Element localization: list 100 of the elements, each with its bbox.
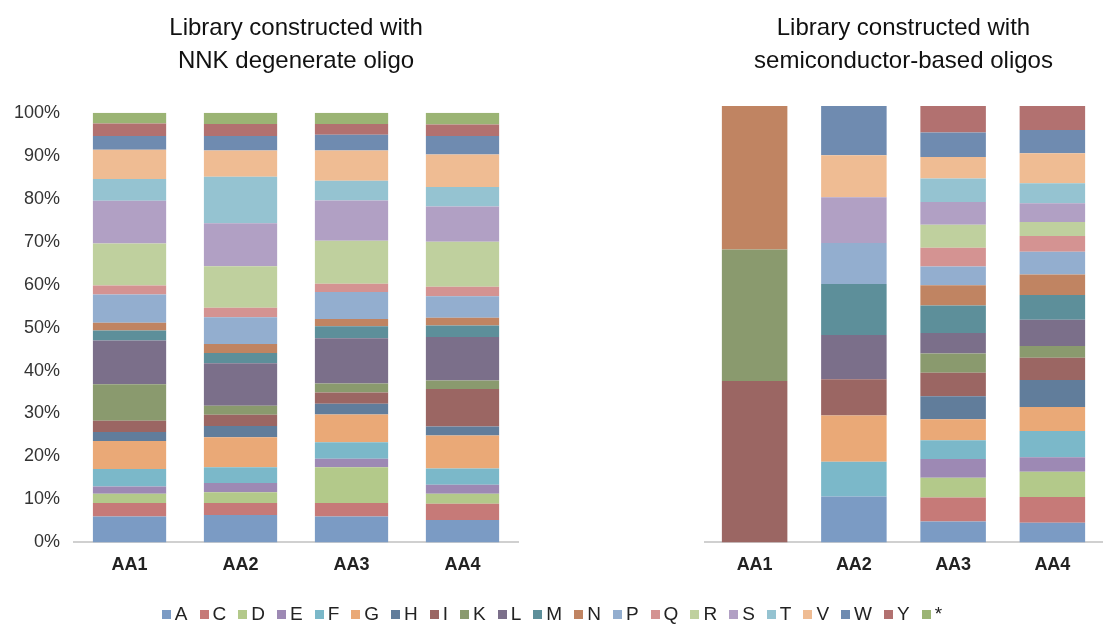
chart-title: Library constructed with NNK degenerate oligo [168, 12, 424, 75]
x-tick-label: AA3 [935, 554, 972, 575]
bar [920, 202, 986, 225]
bar [314, 414, 389, 443]
bar [314, 150, 389, 181]
legend-label: A [174, 603, 188, 625]
bar [920, 353, 986, 373]
bar [203, 414, 278, 426]
bar [821, 415, 887, 462]
legend-label: W [854, 603, 873, 625]
bar [1019, 251, 1086, 275]
bar [203, 483, 278, 493]
x-tick-label: AA4 [1034, 554, 1071, 575]
legend-label: V [816, 603, 830, 625]
bar [92, 330, 167, 341]
bar [203, 492, 278, 503]
legend-label: Q [663, 603, 679, 625]
bar [92, 468, 167, 487]
legend-label: T [779, 603, 792, 625]
bar [920, 419, 986, 441]
legend-label: * [934, 603, 943, 625]
legend-label: R [703, 603, 718, 625]
bar [920, 178, 986, 203]
bar [92, 285, 167, 295]
bar [821, 106, 887, 156]
legend-label: P [625, 603, 639, 625]
bar [920, 521, 986, 543]
bar [314, 338, 389, 384]
bar [821, 379, 887, 416]
bar [1019, 431, 1086, 458]
bar [1019, 497, 1086, 523]
bar [203, 363, 278, 406]
bar [1019, 183, 1086, 204]
y-tick-label: 10% [24, 488, 61, 509]
bar [92, 294, 167, 323]
legend-label: F [327, 603, 340, 625]
bar [92, 431, 167, 442]
bar [821, 461, 887, 497]
y-tick-label: 60% [24, 273, 61, 294]
bar [92, 322, 167, 331]
bar [203, 514, 278, 543]
bar [92, 243, 167, 286]
bar [203, 176, 278, 224]
legend-label: N [587, 603, 601, 625]
bar [425, 124, 500, 136]
bar [92, 112, 167, 124]
bar [92, 200, 167, 244]
y-tick-label: 20% [24, 445, 61, 466]
bar [92, 123, 167, 136]
bar [425, 426, 500, 436]
bar [920, 132, 986, 158]
bar [425, 325, 500, 338]
bar [425, 493, 500, 504]
bar [920, 459, 986, 478]
legend-label: E [290, 603, 303, 625]
bar [821, 335, 887, 380]
bar [821, 155, 887, 198]
bar [92, 493, 167, 503]
bar [314, 291, 389, 320]
bar [314, 134, 389, 151]
bar [1019, 130, 1086, 154]
bar [203, 425, 278, 438]
y-tick-label: 40% [24, 359, 61, 380]
bar [425, 241, 500, 287]
bar [425, 380, 500, 390]
bar [314, 458, 389, 468]
bar [425, 503, 500, 521]
bar [920, 266, 986, 286]
legend-label: K [473, 603, 486, 625]
bar [203, 123, 278, 136]
bar [425, 154, 500, 188]
bar [821, 496, 887, 543]
bar [425, 206, 500, 242]
bar [203, 437, 278, 468]
bar [203, 223, 278, 267]
bar [1019, 407, 1086, 432]
bar [314, 383, 389, 393]
bar [203, 502, 278, 515]
bar [425, 296, 500, 318]
bar [1019, 357, 1086, 381]
bar [92, 136, 167, 150]
bar [425, 435, 500, 469]
x-tick-label: AA3 [333, 554, 370, 575]
bar [920, 477, 986, 498]
bar [314, 502, 389, 517]
y-tick-label: 90% [24, 144, 61, 165]
x-tick-label: AA1 [736, 554, 773, 575]
chart-title: Library constructed with semiconductor-based oligos [753, 12, 1054, 75]
bar [920, 305, 986, 333]
bar [1019, 346, 1086, 358]
bar [314, 240, 389, 284]
bar [1019, 471, 1086, 498]
bar [425, 468, 500, 485]
bar [1019, 222, 1086, 237]
bar [920, 247, 986, 267]
bar [314, 283, 389, 292]
bar [425, 136, 500, 155]
bar [920, 372, 986, 397]
bar [721, 380, 788, 543]
bar [821, 197, 887, 244]
